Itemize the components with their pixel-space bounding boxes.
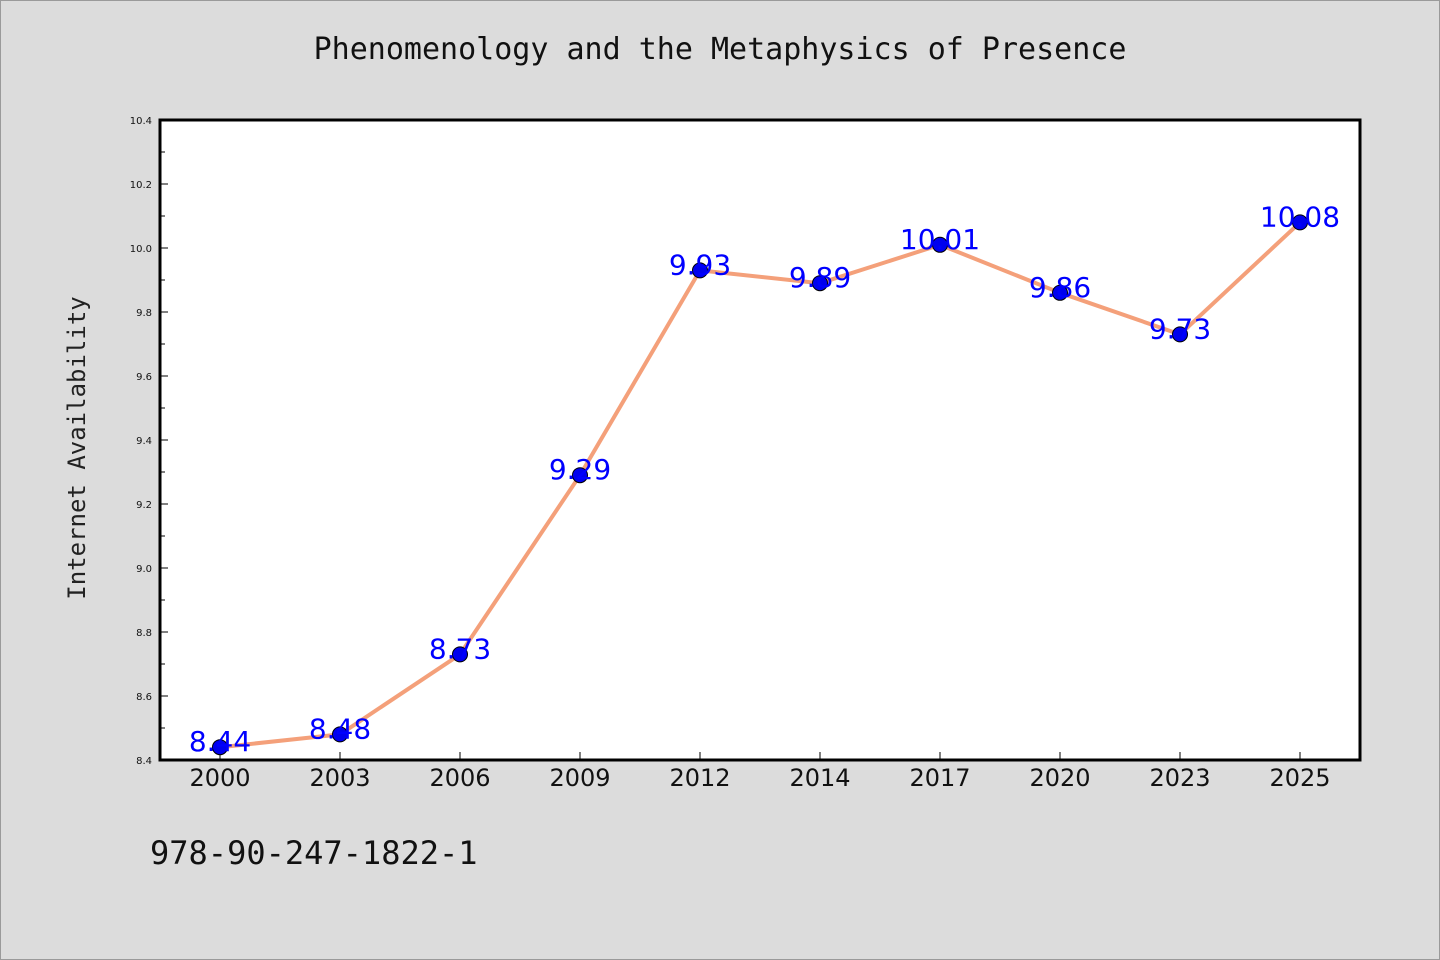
y-tick-label: 10.4 [130, 116, 152, 127]
y-tick-label: 9.8 [136, 308, 152, 319]
data-point [332, 726, 348, 743]
data-label: 9.93 [669, 248, 731, 281]
plot-area [158, 118, 1362, 762]
data-label: 9.29 [549, 453, 611, 486]
x-tick-label: 2012 [669, 764, 730, 792]
data-label: 8.48 [309, 712, 371, 745]
x-tick-label: 2017 [909, 764, 970, 792]
y-tick-label: 8.6 [136, 692, 152, 703]
data-label: 10.08 [1260, 200, 1340, 233]
y-tick-label: 9.6 [136, 372, 152, 383]
y-tick-label: 10.0 [130, 244, 152, 255]
x-tick-label: 2020 [1029, 764, 1090, 792]
data-label: 8.44 [189, 725, 251, 758]
chart-title: Phenomenology and the Metaphysics of Pre… [313, 32, 1127, 67]
y-tick-label: 8.4 [136, 756, 152, 767]
data-points [212, 214, 1308, 756]
data-label: 9.89 [789, 261, 851, 294]
data-point [812, 275, 828, 292]
y-axis-label: Internet Availability [63, 296, 91, 599]
x-tick-label: 2014 [789, 764, 850, 792]
y-tick-label: 9.4 [136, 436, 152, 447]
data-point [452, 646, 468, 663]
x-tick-label: 2009 [549, 764, 610, 792]
series-line [219, 220, 1302, 750]
data-point [1052, 284, 1068, 301]
y-tick-label: 8.8 [136, 628, 152, 639]
y-tick-label: 9.0 [136, 564, 152, 575]
data-label: 10.01 [900, 223, 980, 256]
data-label: 9.73 [1149, 312, 1211, 345]
y-tick-label: 9.2 [136, 500, 152, 511]
data-point [572, 467, 588, 484]
y-tick-label: 10.2 [130, 180, 152, 191]
footer-code: 978-90-247-1822-1 [150, 834, 478, 872]
data-point [1292, 214, 1308, 231]
data-label: 9.86 [1029, 271, 1091, 304]
data-point [692, 262, 708, 279]
x-tick-label: 2023 [1149, 764, 1210, 792]
y-axis-ticks: 8.4 8.6 8.8 9.0 9.2 9.4 9.6 9.8 10.0 10.2 10.4 [130, 116, 168, 767]
x-tick-label: 2003 [309, 764, 370, 792]
x-axis-ticks: 2000 2003 2006 2009 2012 2014 2017 2020 2023 2025 [189, 752, 1331, 792]
data-point [212, 739, 228, 756]
data-labels: 8.44 8.48 8.73 9.29 9.93 9.89 10.01 9.86 9.73 10.… [189, 200, 1340, 758]
data-point [932, 236, 948, 253]
data-point [1172, 326, 1188, 343]
x-tick-label: 2006 [429, 764, 490, 792]
data-label: 8.73 [429, 632, 491, 665]
x-tick-label: 2025 [1269, 764, 1330, 792]
x-tick-label: 2000 [189, 764, 250, 792]
